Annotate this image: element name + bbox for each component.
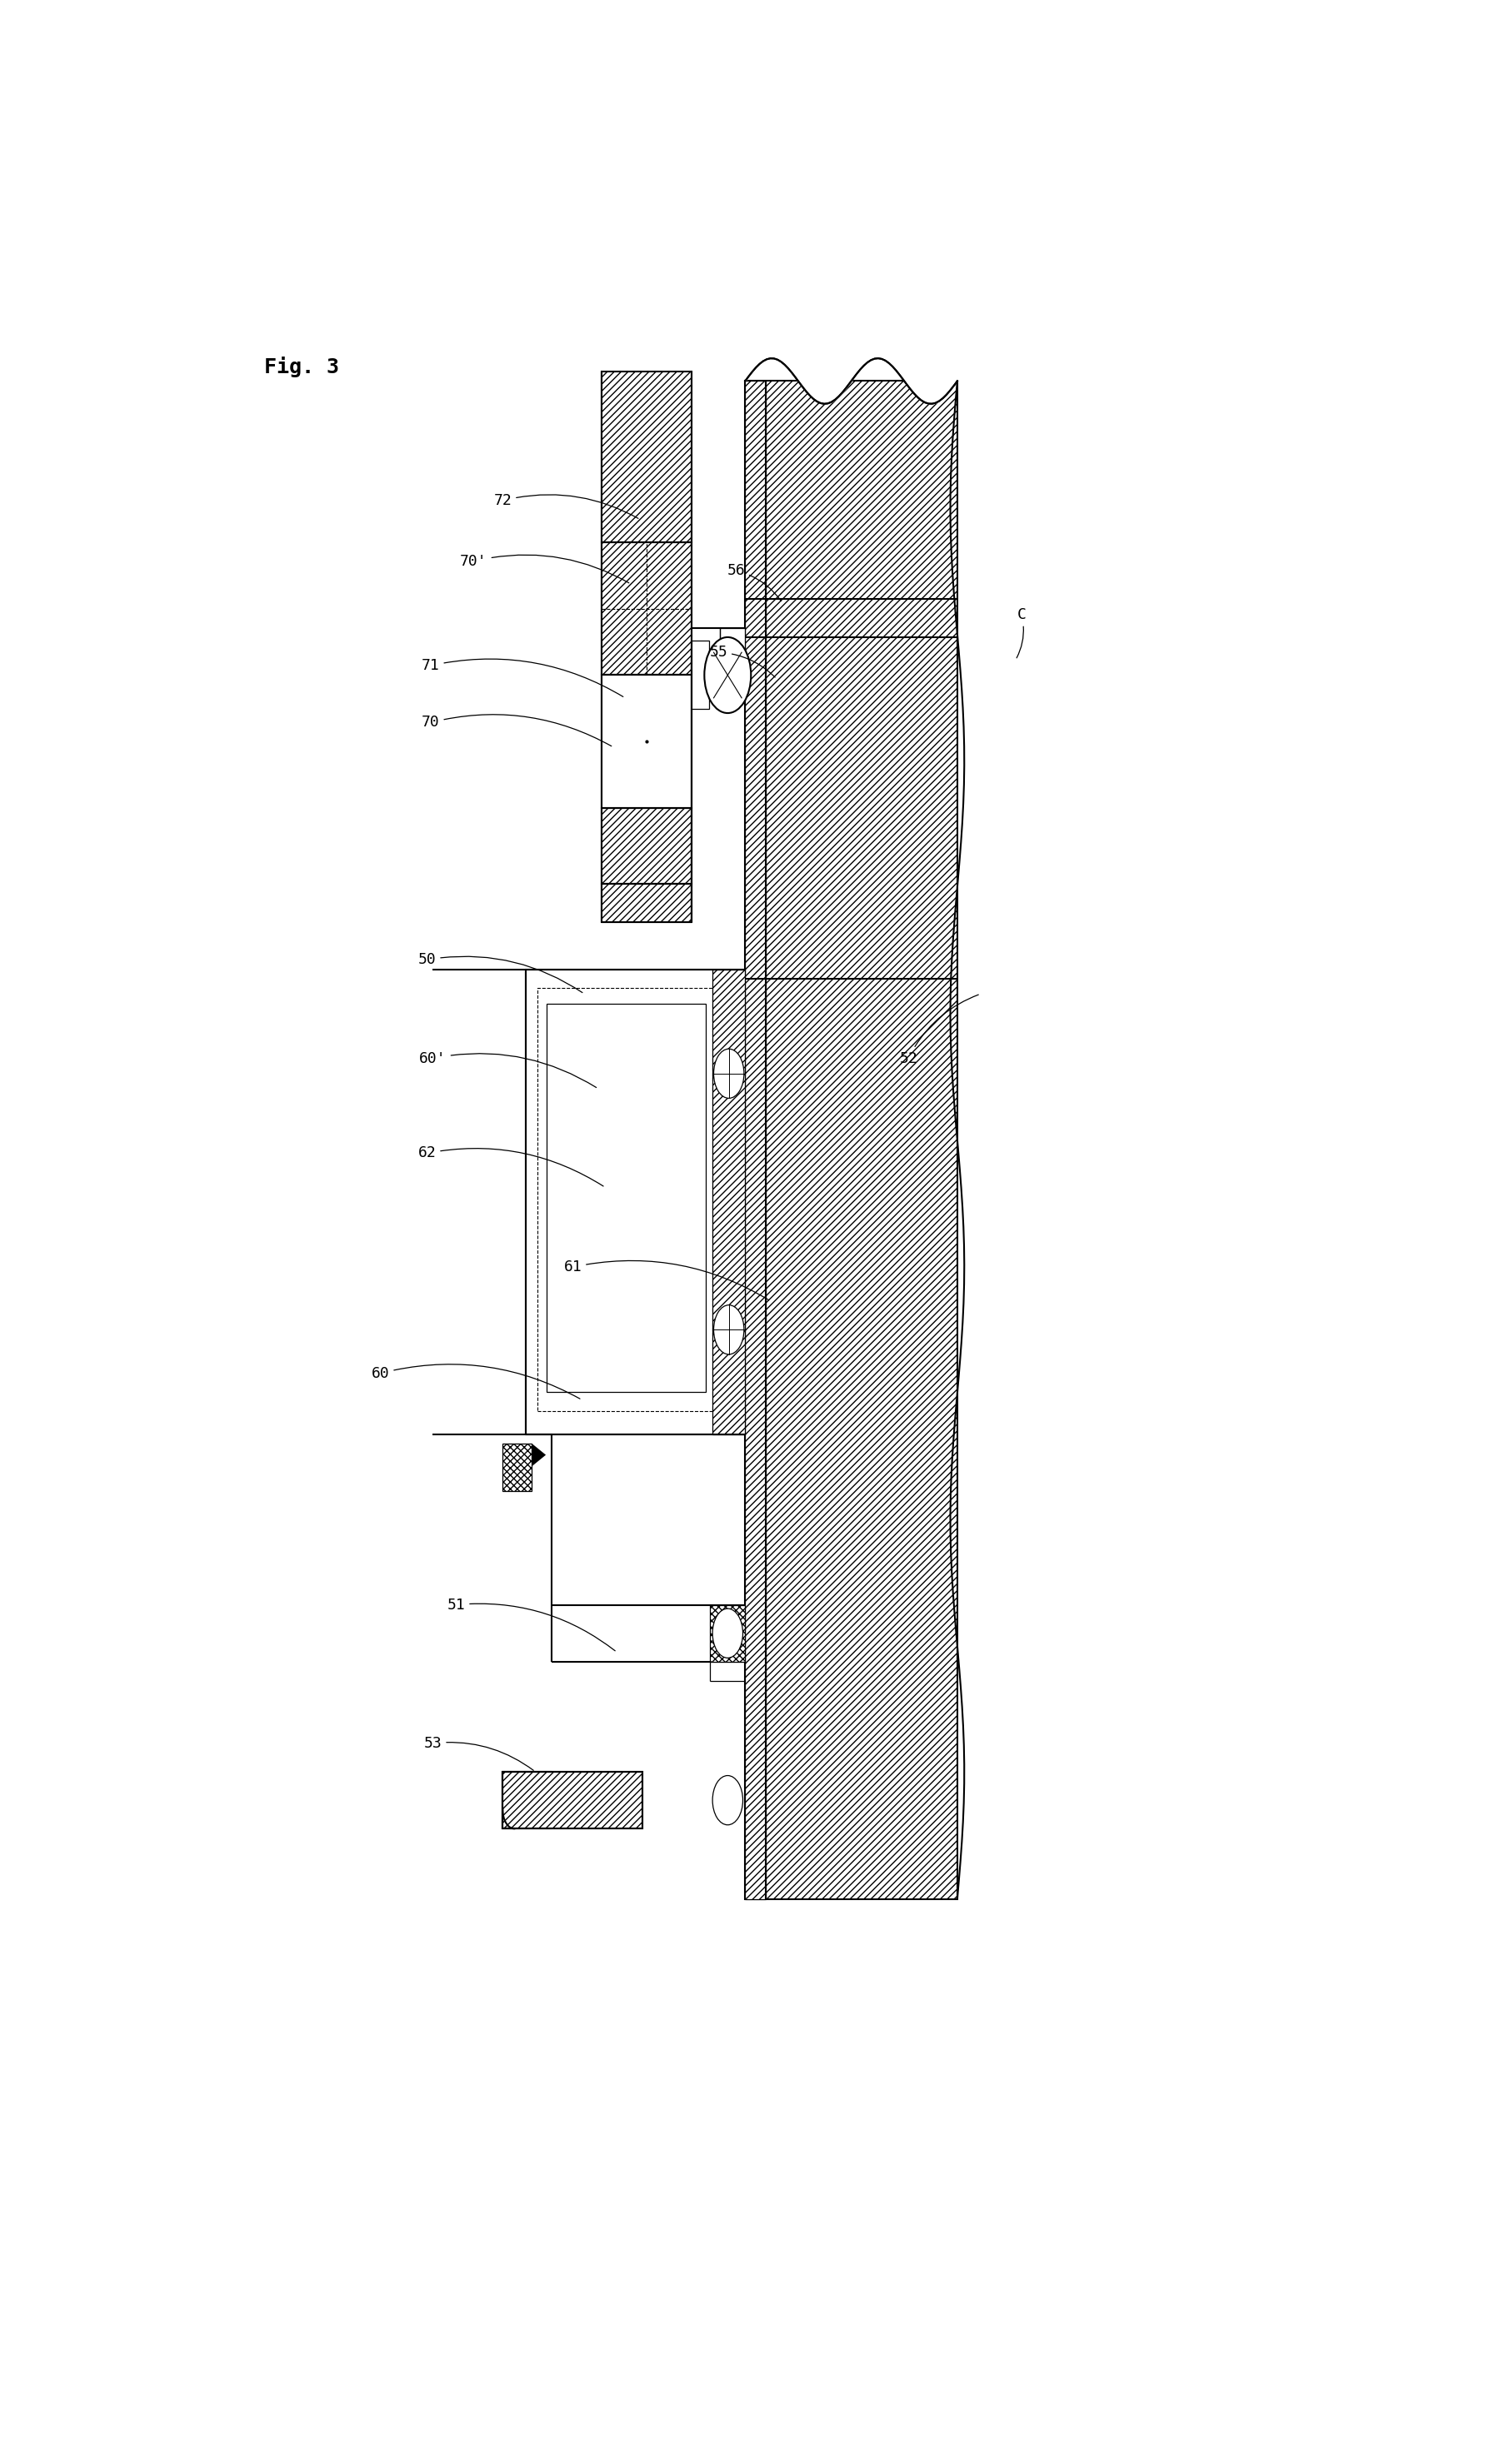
Bar xyxy=(744,382,766,1900)
Bar xyxy=(710,1604,744,1661)
Circle shape xyxy=(713,1609,743,1658)
Bar xyxy=(602,542,692,675)
Bar xyxy=(502,1444,532,1491)
Circle shape xyxy=(704,638,750,712)
Bar xyxy=(602,885,692,922)
Bar xyxy=(719,628,744,680)
Bar xyxy=(502,1772,642,1828)
Text: 52: 52 xyxy=(899,995,979,1067)
Bar xyxy=(744,382,958,1900)
Text: 50: 50 xyxy=(418,951,582,993)
Text: 70: 70 xyxy=(421,715,612,747)
Bar xyxy=(713,968,744,1434)
Bar xyxy=(602,372,692,542)
Text: 61: 61 xyxy=(564,1259,769,1301)
Text: 55: 55 xyxy=(710,646,775,678)
Text: 51: 51 xyxy=(447,1597,615,1651)
Circle shape xyxy=(713,1777,743,1826)
Text: 60': 60' xyxy=(420,1050,596,1087)
Bar xyxy=(547,1003,705,1392)
Text: 60: 60 xyxy=(371,1365,581,1400)
Polygon shape xyxy=(532,1444,546,1466)
Text: 72: 72 xyxy=(493,493,638,517)
Text: Fig. 3: Fig. 3 xyxy=(263,357,338,377)
Bar xyxy=(692,641,708,710)
Bar xyxy=(602,808,692,885)
Circle shape xyxy=(714,1050,744,1099)
Text: 71: 71 xyxy=(421,658,623,697)
Text: 70': 70' xyxy=(460,554,629,584)
Circle shape xyxy=(714,1306,744,1355)
Text: 56: 56 xyxy=(726,564,781,601)
Bar xyxy=(538,988,713,1412)
Text: 62: 62 xyxy=(418,1146,603,1185)
Bar xyxy=(602,675,692,808)
Bar xyxy=(502,1772,642,1828)
Bar xyxy=(526,968,744,1434)
Text: C: C xyxy=(1017,606,1026,658)
Text: 53: 53 xyxy=(424,1735,534,1769)
